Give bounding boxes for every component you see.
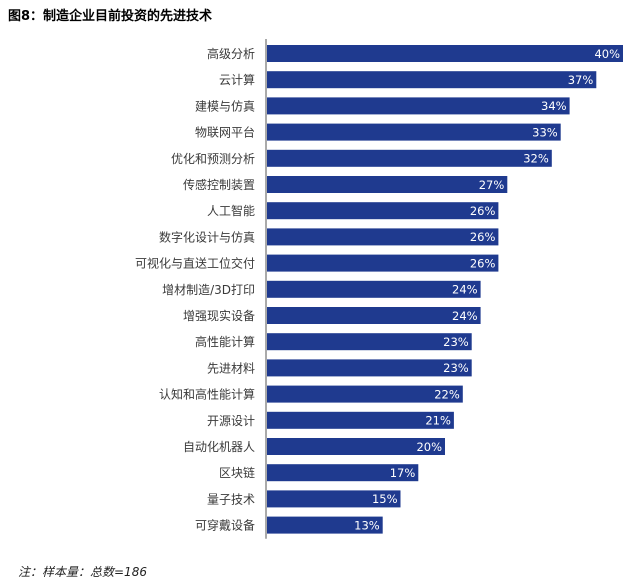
category-label: 认知和高性能计算 <box>159 387 255 402</box>
category-label: 数字化设计与仿真 <box>159 229 255 244</box>
bar <box>267 385 463 403</box>
category-label: 自动化机器人 <box>183 440 255 454</box>
value-label: 20% <box>416 440 442 454</box>
category-label: 增材制造/3D打印 <box>162 283 255 297</box>
chart-title: 图8：制造企业目前投资的先进技术 <box>8 9 213 24</box>
bar <box>267 280 481 298</box>
value-label: 17% <box>390 466 416 480</box>
category-label: 建模与仿真 <box>195 99 255 113</box>
value-label: 23% <box>443 361 469 375</box>
category-label: 高级分析 <box>207 46 255 61</box>
category-label: 先进材料 <box>207 361 255 375</box>
category-label: 物联网平台 <box>195 125 255 140</box>
category-label: 传感控制装置 <box>183 177 255 192</box>
value-label: 26% <box>470 204 496 218</box>
category-label: 高性能计算 <box>195 334 255 349</box>
bar <box>267 254 499 272</box>
category-label: 增强现实设备 <box>183 308 255 323</box>
bar <box>267 490 401 508</box>
bar <box>267 97 570 115</box>
bar <box>267 438 445 455</box>
category-label: 量子技术 <box>207 492 255 506</box>
bar <box>267 516 383 534</box>
value-label: 13% <box>354 518 380 532</box>
bar <box>267 71 597 89</box>
category-label: 人工智能 <box>207 203 255 218</box>
category-label: 可穿戴设备 <box>195 518 255 533</box>
category-label: 区块链 <box>219 465 255 480</box>
value-label: 33% <box>532 125 558 139</box>
value-label: 32% <box>523 152 549 166</box>
value-label: 15% <box>372 492 398 506</box>
category-label: 优化和预测分析 <box>171 152 255 166</box>
value-label: 24% <box>452 283 478 297</box>
value-label: 27% <box>479 178 505 192</box>
bar <box>267 123 561 141</box>
value-label: 22% <box>434 387 460 401</box>
bar <box>267 45 623 62</box>
value-label: 21% <box>425 414 451 428</box>
bar <box>267 228 499 246</box>
value-label: 26% <box>470 256 496 270</box>
bar <box>267 202 499 220</box>
bar <box>267 464 419 482</box>
value-label: 40% <box>594 47 620 61</box>
value-label: 23% <box>443 335 469 349</box>
value-label: 37% <box>568 73 594 87</box>
bar <box>267 411 454 429</box>
bar <box>267 149 552 167</box>
value-label: 24% <box>452 309 478 323</box>
category-label: 开源设计 <box>207 414 255 428</box>
category-label: 云计算 <box>219 72 255 87</box>
value-label: 26% <box>470 230 496 244</box>
bar <box>267 176 508 193</box>
category-label: 可视化与直送工位交付 <box>135 256 255 271</box>
value-label: 34% <box>541 99 567 113</box>
bar <box>267 333 472 351</box>
sample-note: 注：样本量：总数=186 <box>18 565 147 579</box>
bar <box>267 359 472 377</box>
bar <box>267 307 481 324</box>
